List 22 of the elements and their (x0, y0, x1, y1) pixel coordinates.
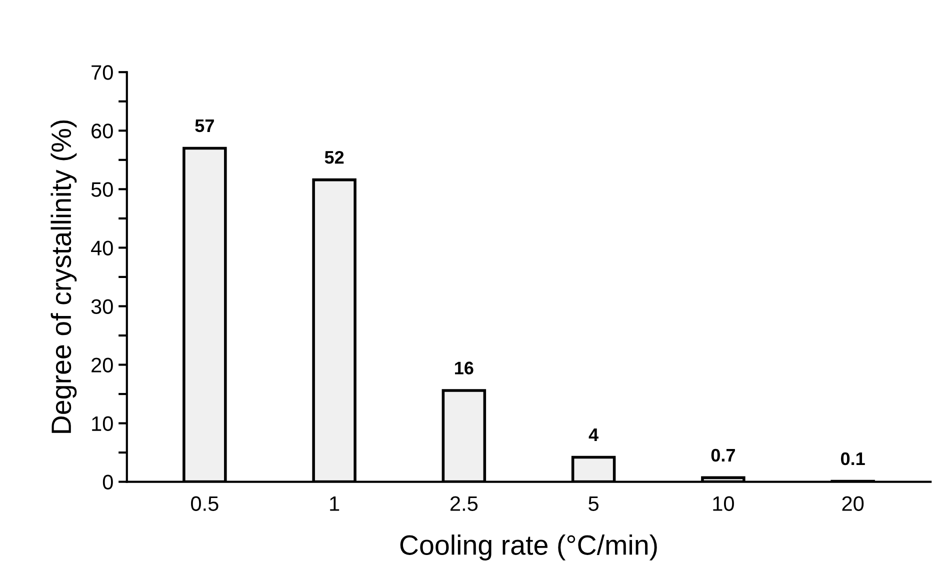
x-axis-title: Cooling rate (°C/min) (400, 534, 657, 560)
data-label: 16 (455, 362, 474, 374)
y-tick-label: 0 (102, 474, 113, 490)
y-axis-title: Degree of crystallinity (%) (50, 120, 77, 433)
x-tick-label: 1 (330, 496, 340, 511)
y-tick-label: 20 (92, 358, 113, 372)
x-tick-label: 0.5 (191, 496, 218, 511)
data-label: 0.1 (840, 452, 865, 466)
x-tick-label: 5 (588, 496, 598, 511)
y-tick-label: 40 (91, 240, 113, 256)
y-tick-label: 50 (91, 182, 113, 197)
y-tick-label: 10 (92, 416, 113, 432)
data-label: 4 (588, 428, 598, 441)
y-tick-label: 30 (91, 299, 113, 314)
data-label: 52 (324, 150, 344, 164)
x-tick-label: 20 (842, 496, 864, 511)
y-tick-label: 70 (92, 65, 113, 80)
x-tick-label: 10 (713, 496, 734, 511)
data-label: 57 (195, 120, 214, 132)
data-label: 0.7 (711, 448, 735, 462)
x-tick-label: 2.5 (450, 496, 478, 511)
y-tick-label: 60 (92, 124, 113, 138)
